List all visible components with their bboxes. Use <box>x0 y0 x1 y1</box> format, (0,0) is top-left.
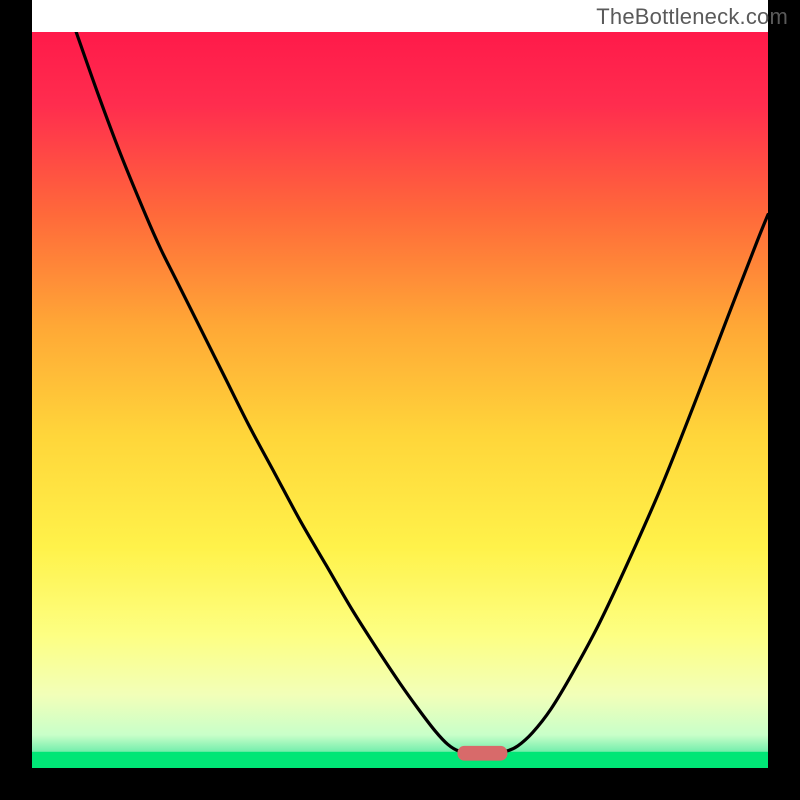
frame-right <box>768 0 800 800</box>
optimal-marker <box>457 746 507 761</box>
chart-background <box>32 32 768 768</box>
watermark-text: TheBottleneck.com <box>596 4 788 30</box>
bottleneck-chart <box>0 0 800 800</box>
frame-bottom <box>0 768 800 800</box>
chart-container: TheBottleneck.com <box>0 0 800 800</box>
frame-left <box>0 0 32 800</box>
chart-bottom-band <box>32 752 768 768</box>
